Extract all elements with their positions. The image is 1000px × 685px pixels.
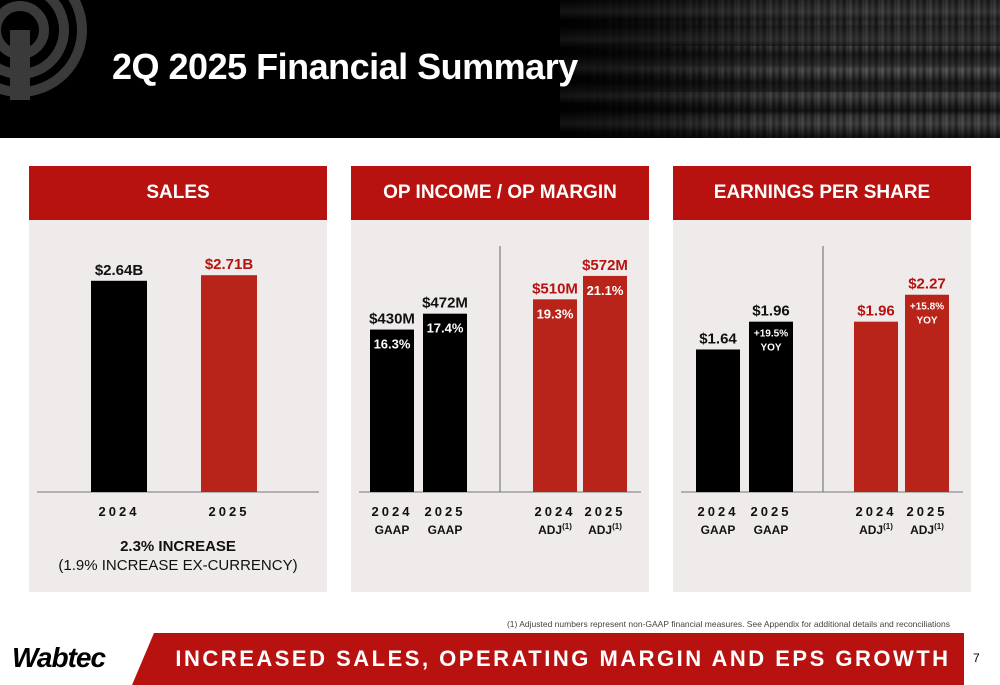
data-label: $472M <box>422 295 468 312</box>
sales-panel: SALES $2.64B 2024 $2.71B 2025 2.3% INCREASE… <box>29 166 327 592</box>
tick-label: 2025 <box>585 504 626 519</box>
slide-title: 2Q 2025 Financial Summary <box>112 46 578 87</box>
sales-increase-sub-label: (1.9% INCREASE EX-CURRENCY) <box>58 557 298 574</box>
tick-sublabel-text: GAAP <box>701 523 736 537</box>
tick-sublabel: ADJ(1) <box>859 522 893 537</box>
yoy-label: +15.8% <box>910 302 944 313</box>
tick-sublabel-text: GAAP <box>754 523 789 537</box>
page-number: 7 <box>973 651 980 665</box>
eps-chart: $1.64 2024 GAAP $1.96 +19.5% YOY 2025 GAAP $1.96… <box>681 246 963 537</box>
data-label: $2.71B <box>205 256 254 273</box>
data-label: $2.27 <box>908 276 946 293</box>
tick-label: 2024 <box>856 504 897 519</box>
eps-panel: EARNINGS PER SHARE $1.64 2024 GAAP $1.96 +19… <box>673 166 971 592</box>
tick-sublabel: ADJ(1) <box>588 522 622 537</box>
data-label: $1.64 <box>699 330 737 347</box>
tick-label: 2024 <box>698 504 739 519</box>
tick-sublabel-text: ADJ <box>859 523 883 537</box>
margin-label: 21.1% <box>587 283 624 298</box>
data-label: $510M <box>532 280 578 297</box>
bar <box>91 280 147 492</box>
tick-sublabel: GAAP <box>428 523 463 537</box>
bar <box>749 321 793 492</box>
tick-label: 2025 <box>209 504 250 519</box>
tick-superscript: (1) <box>562 522 572 531</box>
sales-chart: $2.64B 2024 $2.71B 2025 <box>37 256 319 519</box>
margin-label: 16.3% <box>374 337 411 352</box>
tick-superscript: (1) <box>883 522 893 531</box>
tick-superscript: (1) <box>612 522 622 531</box>
tick-sublabel-text: GAAP <box>375 523 410 537</box>
tick-sublabel: GAAP <box>754 523 789 537</box>
tick-sublabel: ADJ(1) <box>538 522 572 537</box>
bar <box>583 275 627 492</box>
tick-sublabel-text: GAAP <box>428 523 463 537</box>
data-label: $1.96 <box>752 303 790 320</box>
tick-superscript: (1) <box>934 522 944 531</box>
op-income-chart: $430M 16.3% 2024 GAAP $472M 17.4% 2025 GAAP $510… <box>359 246 641 537</box>
yoy-suffix-label: YOY <box>760 343 781 354</box>
slide-header: 2Q 2025 Financial Summary <box>0 0 1000 138</box>
data-label: $2.64B <box>95 262 144 279</box>
footer-banner-text: INCREASED SALES, OPERATING MARGIN AND EP… <box>175 646 951 671</box>
tick-label: 2024 <box>372 504 413 519</box>
tick-sublabel-text: ADJ <box>588 523 612 537</box>
tick-label: 2024 <box>99 504 140 519</box>
bar <box>370 329 414 492</box>
tick-sublabel: GAAP <box>375 523 410 537</box>
margin-label: 19.3% <box>537 306 574 321</box>
bar <box>905 294 949 492</box>
yoy-suffix-label: YOY <box>916 316 937 327</box>
yoy-label: +19.5% <box>754 329 788 340</box>
wabtec-circle-logo-icon <box>0 0 87 100</box>
bar <box>854 321 898 492</box>
tick-sublabel: ADJ(1) <box>910 522 944 537</box>
bar <box>201 275 257 492</box>
tick-sublabel-text: ADJ <box>538 523 562 537</box>
data-label: $430M <box>369 311 415 328</box>
bar <box>423 313 467 492</box>
footnote: (1) Adjusted numbers represent non-GAAP … <box>506 619 950 629</box>
bar <box>696 349 740 492</box>
tick-sublabel: GAAP <box>701 523 736 537</box>
op-income-header: OP INCOME / OP MARGIN <box>351 166 649 220</box>
eps-header: EARNINGS PER SHARE <box>673 166 971 220</box>
data-label: $1.96 <box>857 303 895 320</box>
wabtec-logo: Wabtec <box>12 642 106 673</box>
tick-label: 2024 <box>535 504 576 519</box>
footer-banner: INCREASED SALES, OPERATING MARGIN AND EP… <box>132 633 964 685</box>
data-label: $572M <box>582 257 628 274</box>
sales-header: SALES <box>29 166 327 220</box>
tick-label: 2025 <box>751 504 792 519</box>
shipping-containers-photo <box>560 0 1000 138</box>
bar <box>533 299 577 492</box>
tick-label: 2025 <box>907 504 948 519</box>
tick-label: 2025 <box>425 504 466 519</box>
sales-increase-label: 2.3% INCREASE <box>120 538 236 555</box>
op-income-panel: OP INCOME / OP MARGIN $430M 16.3% 2024 GAAP… <box>351 166 649 592</box>
margin-label: 17.4% <box>427 321 464 336</box>
tick-sublabel-text: ADJ <box>910 523 934 537</box>
